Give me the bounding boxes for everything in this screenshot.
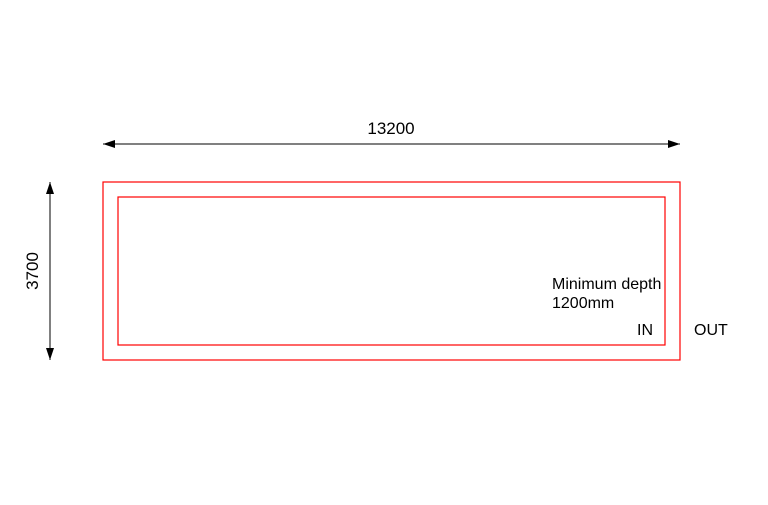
drawing-svg: 13200 3700 Minimum depth 1200mm IN OUT <box>0 0 768 505</box>
min-depth-line2: 1200mm <box>552 295 614 312</box>
inner-rectangle <box>118 197 665 345</box>
height-arrow-bottom <box>46 348 54 360</box>
outer-rectangle <box>103 182 680 360</box>
height-arrow-top <box>46 182 54 194</box>
height-dim-label: 3700 <box>23 252 42 290</box>
width-dim-label: 13200 <box>367 119 414 138</box>
in-label: IN <box>637 322 653 339</box>
width-arrow-right <box>668 140 680 148</box>
out-label: OUT <box>694 322 728 339</box>
width-arrow-left <box>103 140 115 148</box>
width-dimension: 13200 <box>103 119 680 148</box>
technical-drawing: 13200 3700 Minimum depth 1200mm IN OUT <box>0 0 768 505</box>
height-dimension: 3700 <box>23 182 54 360</box>
min-depth-line1: Minimum depth <box>552 276 661 293</box>
